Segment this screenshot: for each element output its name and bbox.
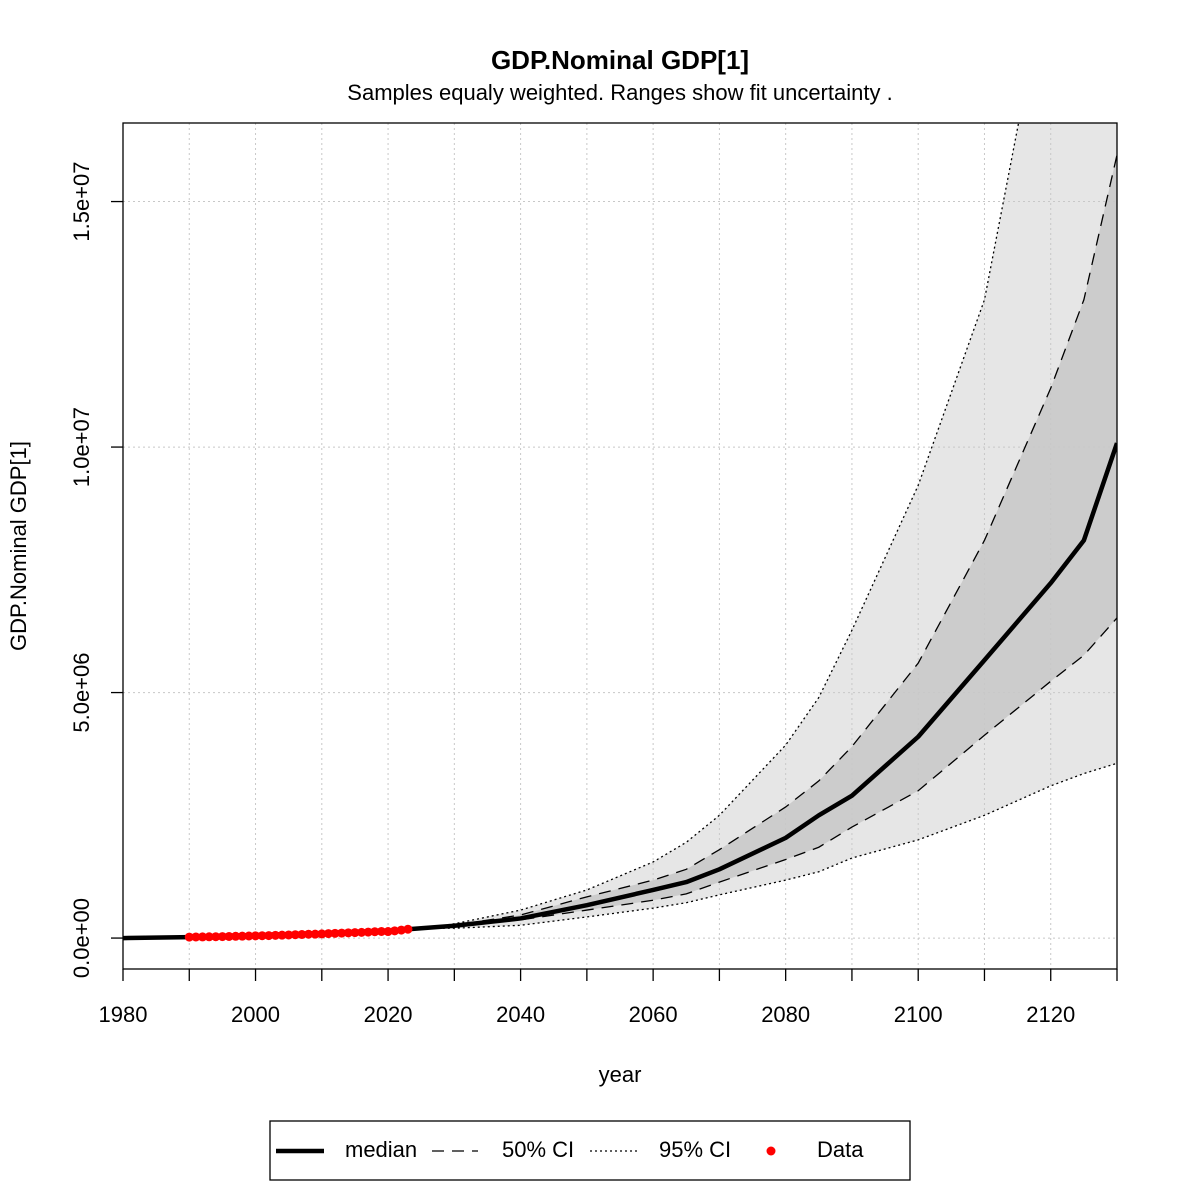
data-point — [297, 929, 307, 939]
y-tick-label: 1.0e+07 — [69, 407, 94, 487]
data-point — [350, 928, 360, 938]
x-tick-label: 1980 — [99, 1002, 148, 1027]
data-point — [357, 927, 367, 937]
data-point — [310, 929, 320, 939]
y-axis-label: GDP.Nominal GDP[1] — [6, 441, 31, 651]
data-point — [370, 927, 380, 937]
data-point — [323, 929, 333, 939]
x-tick-label: 2020 — [364, 1002, 413, 1027]
ci-band — [123, 123, 1117, 939]
x-tick-label: 2060 — [629, 1002, 678, 1027]
data-point — [363, 927, 373, 937]
x-tick-label: 2000 — [231, 1002, 280, 1027]
data-point — [198, 932, 208, 942]
data-point — [337, 928, 347, 938]
data-point — [383, 927, 393, 937]
y-tick-label: 1.5e+07 — [69, 161, 94, 241]
y-tick-label: 5.0e+06 — [69, 652, 94, 732]
data-point — [284, 930, 294, 940]
ci-line — [123, 123, 1020, 939]
data-point — [244, 931, 254, 941]
data-point — [270, 930, 280, 940]
legend-label: 50% CI — [502, 1137, 574, 1162]
x-tick-label: 2100 — [894, 1002, 943, 1027]
data-point — [204, 932, 214, 942]
data-point — [237, 931, 247, 941]
data-point — [211, 932, 221, 942]
data-point — [290, 930, 300, 940]
data-point — [390, 926, 400, 936]
data-point — [343, 928, 353, 938]
data-point — [257, 931, 267, 941]
data-point — [277, 930, 287, 940]
chart-subtitle: Samples equaly weighted. Ranges show fit… — [347, 80, 892, 105]
data-point — [251, 931, 261, 941]
legend-label: median — [345, 1137, 417, 1162]
data-point — [224, 931, 234, 941]
legend-label: Data — [817, 1137, 864, 1162]
lines — [123, 123, 1117, 942]
data-point — [403, 924, 413, 934]
data-point — [330, 928, 340, 938]
data-point — [317, 929, 327, 939]
x-tick-label: 2040 — [496, 1002, 545, 1027]
axes: 1980 2000 2020 2040 2060 2080 2100 2120 0.0e+00 5… — [69, 122, 1118, 1027]
data-point — [231, 931, 241, 941]
data-point — [304, 929, 314, 939]
ci-band — [123, 154, 1117, 939]
chart-title: GDP.Nominal GDP[1] — [491, 45, 749, 75]
bands — [123, 123, 1117, 939]
legend: median 50% CI 95% CI Data — [269, 1120, 911, 1181]
x-axis-label: year — [599, 1062, 642, 1087]
data-point — [217, 932, 227, 942]
x-tick-label: 2120 — [1026, 1002, 1075, 1027]
legend-label: 95% CI — [659, 1137, 731, 1162]
plot-frame — [122, 122, 1118, 970]
data-point — [376, 926, 386, 936]
data-point — [191, 932, 201, 942]
y-tick-label: 0.0e+00 — [69, 898, 94, 978]
data-point — [264, 931, 274, 941]
legend-swatch — [766, 1146, 776, 1156]
x-tick-label: 2080 — [761, 1002, 810, 1027]
data-point — [396, 925, 406, 935]
data-point — [184, 932, 194, 942]
